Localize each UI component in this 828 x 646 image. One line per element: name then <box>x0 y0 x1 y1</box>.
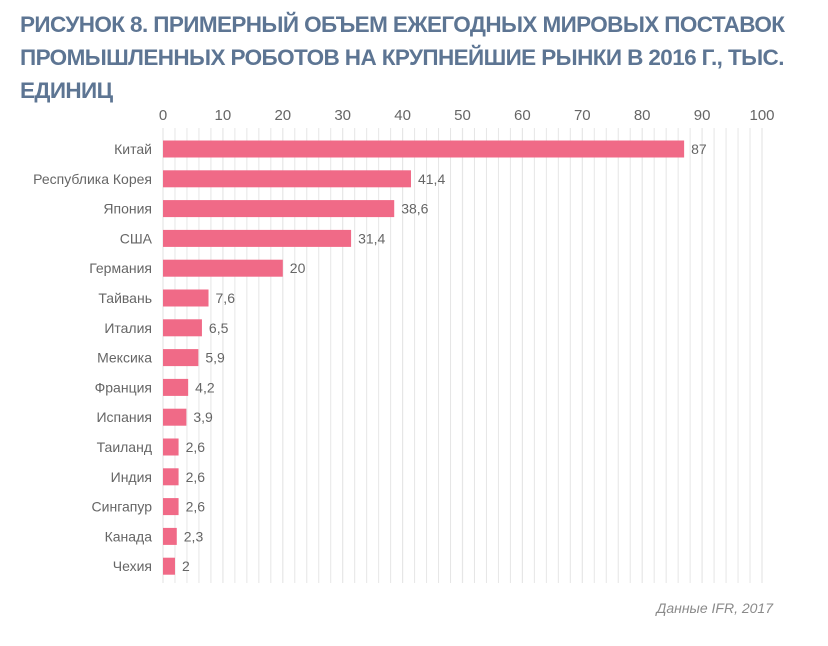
value-label: 2 <box>182 558 190 574</box>
category-label: Сингапур <box>92 499 153 515</box>
x-axis-ticks: 0 10 20 30 40 50 60 70 80 90 100 <box>159 107 775 124</box>
category-label: Япония <box>103 201 152 217</box>
category-label: Чехия <box>113 558 152 574</box>
category-label: Канада <box>105 528 153 544</box>
bar <box>163 468 179 486</box>
x-tick-label: 50 <box>454 107 471 124</box>
bar <box>163 229 352 247</box>
value-label: 3,9 <box>193 409 213 425</box>
x-tick-label: 0 <box>159 107 167 124</box>
category-label: Германия <box>89 260 152 276</box>
value-label: 2,6 <box>186 469 206 485</box>
x-tick-label: 90 <box>694 107 711 124</box>
bar <box>163 438 179 456</box>
value-label: 7,6 <box>216 290 236 306</box>
category-label: Тайвань <box>98 290 152 306</box>
value-label: 2,6 <box>186 499 206 515</box>
category-label: Мексика <box>97 350 152 366</box>
x-tick-label: 80 <box>634 107 651 124</box>
x-tick-label: 70 <box>574 107 591 124</box>
category-label: Таиланд <box>97 439 152 455</box>
bars <box>163 140 685 575</box>
value-label: 20 <box>290 260 306 276</box>
bar <box>163 557 175 575</box>
value-label: 5,9 <box>205 350 225 366</box>
grid-lines <box>162 128 763 583</box>
value-label: 6,5 <box>209 320 229 336</box>
bar <box>163 408 187 426</box>
x-tick-label: 40 <box>394 107 411 124</box>
chart-title: РИСУНОК 8. ПРИМЕРНЫЙ ОБЪЕМ ЕЖЕГОДНЫХ МИР… <box>20 12 785 103</box>
bar <box>163 170 411 188</box>
bar <box>163 349 199 367</box>
category-labels: Китай Республика Корея Япония США Германия Та… <box>33 141 153 574</box>
category-label: Республика Корея <box>33 171 152 187</box>
category-label: Индия <box>111 469 152 485</box>
source-note: Данные IFR, 2017 <box>656 600 773 616</box>
value-label: 4,2 <box>195 379 215 395</box>
category-label: Италия <box>104 320 152 336</box>
bar <box>163 319 202 337</box>
value-label: 41,4 <box>418 171 445 187</box>
value-label: 2,6 <box>186 439 206 455</box>
category-label: Китай <box>114 141 152 157</box>
bar <box>163 200 395 218</box>
x-tick-label: 100 <box>749 107 774 124</box>
bar <box>163 289 209 307</box>
bar <box>163 378 189 396</box>
value-label: 87 <box>691 141 707 157</box>
bar <box>163 140 685 158</box>
category-label: США <box>120 230 153 246</box>
value-label: 38,6 <box>401 201 428 217</box>
bar <box>163 498 179 516</box>
x-tick-label: 20 <box>274 107 291 124</box>
x-tick-label: 10 <box>215 107 232 124</box>
value-label: 31,4 <box>358 230 385 246</box>
bar <box>163 259 283 277</box>
value-labels: 87 41,4 38,6 31,4 20 7,6 6,5 5,9 4,2 3,9 2,6 2,6 2,6… <box>182 141 707 574</box>
category-label: Испания <box>96 409 152 425</box>
value-label: 2,3 <box>184 528 204 544</box>
bar <box>163 527 177 545</box>
x-tick-label: 60 <box>514 107 531 124</box>
x-tick-label: 30 <box>334 107 351 124</box>
category-label: Франция <box>95 379 152 395</box>
